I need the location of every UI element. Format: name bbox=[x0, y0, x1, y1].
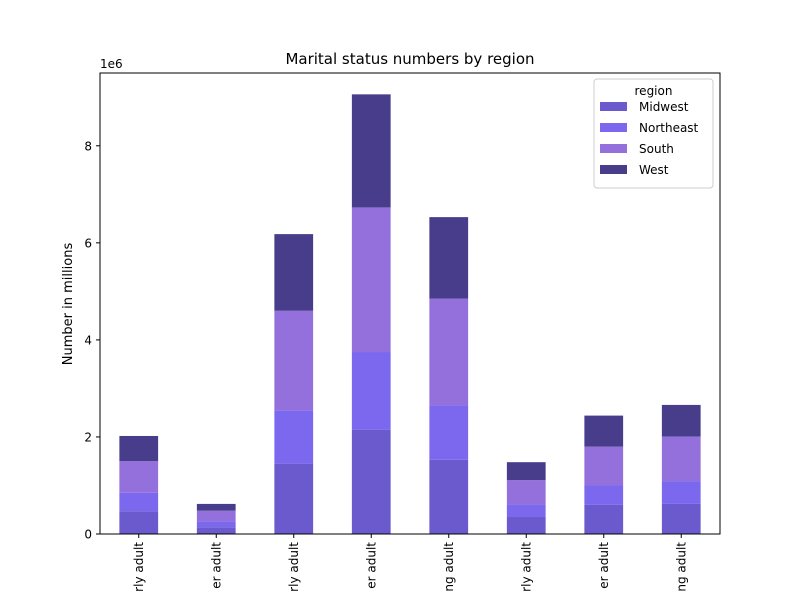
bar-south-2 bbox=[274, 310, 314, 411]
x-tick-label-0: rly adult bbox=[132, 542, 146, 592]
bar-south-0 bbox=[119, 461, 159, 493]
bar-west-5 bbox=[506, 462, 546, 481]
bar-northeast-1 bbox=[196, 521, 236, 528]
y-axis-label: Number in millions bbox=[61, 243, 76, 366]
legend-swatch-west bbox=[600, 165, 627, 174]
y-tick-label-0: 0 bbox=[84, 528, 92, 542]
legend-swatch-northeast bbox=[600, 123, 627, 132]
legend-swatch-midwest bbox=[600, 102, 627, 111]
bar-northeast-2 bbox=[274, 410, 314, 464]
bar-south-3 bbox=[351, 207, 391, 353]
legend-label-west: West bbox=[639, 163, 669, 177]
x-tick-label-6: er adult bbox=[597, 542, 611, 589]
chart-title: Marital status numbers by region bbox=[285, 50, 534, 68]
axes-group: 0 2 4 6 8 rly adult er adult rly adult er adult n… bbox=[84, 72, 721, 592]
bar-south-7 bbox=[661, 436, 701, 482]
y-tick-label-2: 4 bbox=[84, 333, 92, 347]
bar-northeast-3 bbox=[351, 352, 391, 430]
bar-northeast-4 bbox=[429, 405, 469, 460]
bar-midwest-4 bbox=[429, 459, 469, 534]
y-tick-label-4: 8 bbox=[84, 139, 92, 153]
bar-midwest-1 bbox=[196, 527, 236, 534]
x-tick-label-7: ng adult bbox=[674, 542, 688, 592]
bar-midwest-0 bbox=[119, 511, 159, 534]
legend-title: region bbox=[635, 84, 673, 98]
bar-west-3 bbox=[351, 94, 391, 208]
bars-group bbox=[119, 94, 701, 534]
plot-frame bbox=[99, 72, 721, 535]
bar-midwest-2 bbox=[274, 463, 314, 534]
bar-northeast-6 bbox=[584, 485, 624, 505]
bar-west-4 bbox=[429, 217, 469, 299]
bar-west-6 bbox=[584, 415, 624, 447]
legend: region Midwest Northeast South West bbox=[593, 78, 714, 189]
x-tick-label-3: er adult bbox=[364, 542, 378, 589]
x-tick-label-1: er adult bbox=[209, 542, 223, 589]
legend-label-midwest: Midwest bbox=[639, 100, 689, 114]
legend-swatch-south bbox=[600, 144, 627, 153]
x-tick-label-4: ng adult bbox=[442, 542, 456, 592]
bar-west-0 bbox=[119, 435, 159, 462]
y-axis-offset-label: 1e6 bbox=[100, 57, 123, 71]
bar-northeast-5 bbox=[506, 504, 546, 518]
y-tick-label-1: 2 bbox=[84, 430, 92, 444]
bar-south-4 bbox=[429, 298, 469, 406]
bar-northeast-7 bbox=[661, 481, 701, 504]
bar-south-6 bbox=[584, 446, 624, 486]
x-tick-label-2: rly adult bbox=[287, 542, 301, 592]
bar-midwest-6 bbox=[584, 504, 624, 534]
bar-west-7 bbox=[661, 404, 701, 437]
bar-midwest-7 bbox=[661, 503, 701, 534]
bar-west-2 bbox=[274, 234, 314, 311]
legend-label-south: South bbox=[639, 142, 674, 156]
x-tick-label-5: rly adult bbox=[519, 542, 533, 592]
y-tick-label-3: 6 bbox=[84, 236, 92, 250]
legend-label-northeast: Northeast bbox=[639, 121, 699, 135]
bar-west-1 bbox=[196, 503, 236, 511]
bar-midwest-3 bbox=[351, 429, 391, 534]
bar-south-5 bbox=[506, 480, 546, 505]
bar-south-1 bbox=[196, 510, 236, 522]
bar-midwest-5 bbox=[506, 517, 546, 534]
bar-northeast-0 bbox=[119, 492, 159, 512]
